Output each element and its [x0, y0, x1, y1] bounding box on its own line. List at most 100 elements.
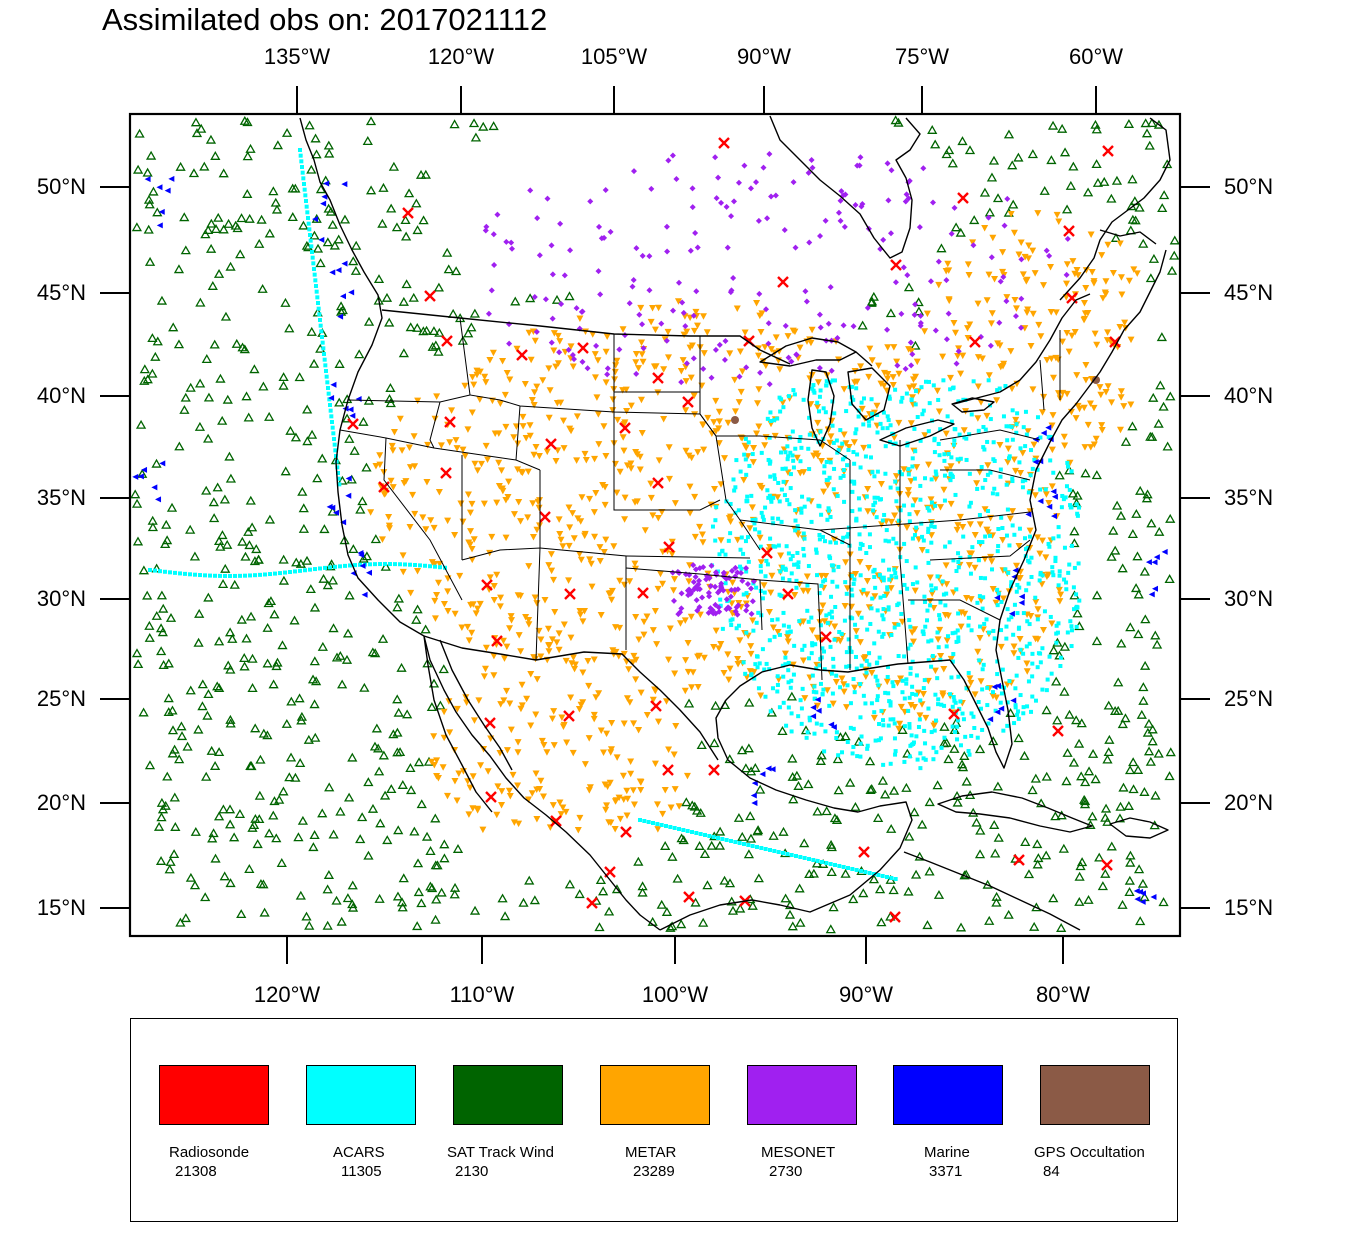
- sat-track-wind-marker: [278, 786, 289, 796]
- acars-marker: [927, 508, 932, 513]
- acars-marker: [915, 580, 920, 585]
- sat-track-wind-marker: [959, 751, 970, 760]
- acars-marker: [685, 829, 690, 833]
- sat-track-wind-marker: [309, 602, 321, 612]
- acars-marker: [795, 524, 800, 529]
- metar-marker: [671, 786, 679, 793]
- metar-marker: [689, 669, 697, 676]
- radiosonde-marker: [347, 418, 359, 430]
- sat-track-wind-marker: [245, 761, 256, 770]
- metar-marker: [431, 597, 439, 605]
- marine-marker: [361, 591, 368, 598]
- metar-marker: [800, 469, 808, 476]
- radiosonde-marker: [782, 588, 794, 600]
- acars-marker: [868, 621, 873, 626]
- sat-track-wind-marker: [1003, 129, 1015, 139]
- metar-marker: [977, 399, 985, 406]
- metar-marker: [566, 524, 574, 531]
- mesonet-marker: [683, 360, 690, 367]
- mesonet-marker: [636, 311, 643, 318]
- mesonet-marker: [1003, 298, 1010, 305]
- acars-marker: [802, 856, 807, 860]
- metar-marker: [602, 379, 610, 386]
- acars-marker: [885, 426, 890, 431]
- metar-marker: [758, 310, 766, 317]
- metar-marker: [944, 260, 952, 268]
- acars-marker: [301, 176, 306, 181]
- acars-marker: [969, 412, 974, 417]
- metar-marker: [507, 613, 515, 620]
- metar-marker: [1025, 242, 1033, 250]
- acars-marker: [846, 532, 851, 537]
- acars-marker: [987, 533, 992, 538]
- sat-track-wind-marker: [1008, 199, 1019, 209]
- sat-track-wind-marker: [344, 433, 355, 443]
- metar-marker: [850, 439, 858, 446]
- sat-track-wind-marker: [939, 721, 950, 731]
- metar-marker: [1034, 606, 1042, 613]
- metar-marker: [671, 670, 679, 677]
- mesonet-marker: [690, 578, 697, 585]
- left-lat-label-35n: 35°N: [36, 485, 86, 510]
- acars-marker: [758, 564, 763, 569]
- marine-marker: [341, 181, 348, 188]
- sat-track-wind-marker: [821, 806, 832, 816]
- metar-marker: [623, 787, 631, 795]
- acars-marker: [328, 408, 333, 413]
- metar-marker: [594, 357, 602, 364]
- metar-marker: [889, 374, 897, 381]
- sat-track-wind-marker: [968, 807, 979, 817]
- legend-label-radiosonde: Radiosonde: [169, 1144, 250, 1161]
- acars-marker: [817, 537, 822, 542]
- right-lat-label-40n: 40°N: [1224, 383, 1274, 408]
- acars-marker: [999, 691, 1004, 696]
- map-title: Assimilated obs on: 2017021112: [102, 2, 548, 37]
- sat-track-wind-marker: [943, 145, 955, 155]
- sat-track-wind-marker: [955, 227, 966, 237]
- acars-marker: [828, 380, 833, 385]
- mesonet-marker: [544, 195, 551, 202]
- sat-track-wind-marker: [449, 889, 460, 899]
- metar-marker: [997, 643, 1005, 651]
- acars-marker: [781, 700, 786, 705]
- sat-track-wind-marker: [848, 894, 859, 904]
- metar-marker: [883, 678, 891, 686]
- acars-marker: [1069, 543, 1074, 548]
- sat-track-wind-marker: [155, 855, 167, 865]
- acars-marker: [879, 708, 884, 713]
- acars-marker: [962, 435, 967, 440]
- acars-marker: [951, 385, 956, 390]
- metar-marker: [468, 409, 476, 417]
- sat-track-wind-marker: [784, 909, 796, 919]
- metar-marker: [1009, 508, 1017, 515]
- metar-marker: [907, 702, 915, 709]
- acars-marker: [825, 621, 830, 626]
- sat-track-wind-marker: [317, 641, 328, 651]
- acars-marker: [1033, 698, 1038, 703]
- sat-track-wind-marker: [780, 893, 791, 903]
- acars-marker: [1030, 694, 1035, 699]
- sat-track-wind-marker: [287, 183, 298, 193]
- sat-track-wind-marker: [371, 723, 382, 733]
- metar-marker: [555, 646, 563, 654]
- metar-marker: [857, 363, 865, 370]
- metar-marker: [537, 777, 545, 785]
- mesonet-marker: [548, 339, 555, 346]
- acars-marker: [1040, 687, 1045, 692]
- sat-track-wind-marker: [144, 760, 156, 770]
- acars-marker: [929, 477, 934, 482]
- acars-marker: [1026, 581, 1031, 586]
- metar-marker: [629, 659, 637, 666]
- sat-track-wind-marker: [393, 593, 404, 603]
- mesonet-marker: [694, 244, 701, 251]
- acars-marker: [957, 432, 962, 437]
- acars-marker: [775, 682, 780, 687]
- mesonet-marker: [579, 308, 586, 315]
- metar-marker: [896, 720, 904, 728]
- sat-track-wind-marker: [893, 117, 904, 127]
- metar-marker: [784, 333, 792, 340]
- metar-marker: [967, 679, 975, 687]
- acars-marker: [807, 857, 811, 861]
- acars-marker: [888, 761, 893, 766]
- radiosonde-marker: [820, 631, 832, 643]
